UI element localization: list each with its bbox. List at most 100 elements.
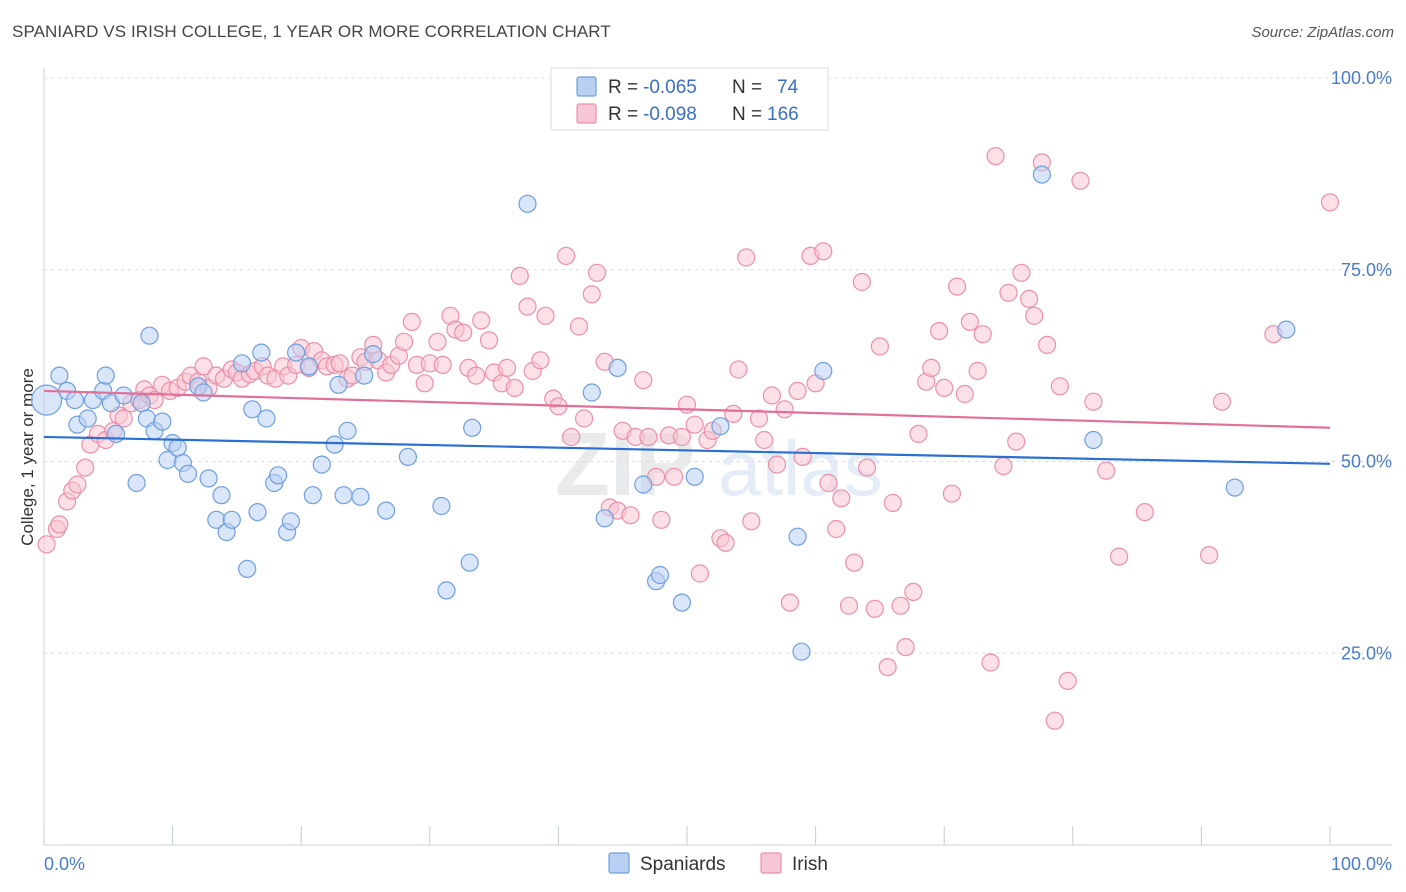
point-spaniards-13 (132, 394, 151, 413)
point-spaniards-61 (634, 475, 653, 494)
point-irish-140 (942, 484, 962, 503)
chart-source: Source: ZipAtlas.com (1251, 24, 1394, 41)
point-irish-165 (1212, 392, 1232, 411)
point-spaniards-17 (153, 412, 172, 431)
point-spaniards-35 (257, 409, 276, 428)
point-irish-97 (664, 467, 684, 486)
bottom-legend-label-spaniards: Spaniards (640, 854, 726, 875)
point-irish-145 (973, 325, 992, 344)
point-irish-82 (569, 317, 589, 336)
x-tick-label-max: 100.0% (1331, 854, 1392, 874)
point-irish-12 (114, 409, 133, 428)
point-spaniards-47 (338, 421, 357, 440)
point-spaniards-57 (518, 194, 537, 213)
point-spaniards-72 (1225, 478, 1244, 497)
bottom-legend-swatch-spaniards (608, 852, 630, 874)
point-irish-120 (814, 242, 833, 261)
point-irish-146 (981, 653, 1000, 672)
trend-line-irish (43, 389, 1331, 429)
point-spaniards-40 (287, 343, 306, 362)
point-irish-133 (896, 637, 915, 657)
point-irish-150 (1007, 432, 1026, 451)
point-spaniards-1 (50, 366, 69, 385)
point-irish-122 (827, 519, 846, 539)
point-irish-131 (883, 493, 902, 512)
point-irish-93 (639, 427, 658, 447)
point-spaniards-50 (364, 345, 383, 364)
point-spaniards-30 (232, 354, 252, 373)
chart-title: SPANIARD VS IRISH COLLEGE, 1 YEAR OR MOR… (12, 22, 611, 41)
point-spaniards-39 (281, 512, 300, 531)
point-irish-130 (878, 657, 897, 677)
point-irish-92 (634, 371, 653, 390)
point-irish-98 (672, 427, 692, 447)
point-irish-139 (935, 378, 954, 397)
point-irish-84 (582, 285, 601, 304)
point-irish-123 (832, 489, 851, 508)
correlation-legend: R = -0.065 N = 74 R = -0.098 N = 166 (550, 67, 829, 131)
point-irish-117 (793, 447, 812, 466)
point-irish-107 (729, 360, 748, 379)
point-irish-83 (574, 409, 594, 428)
point-spaniards-41 (299, 357, 318, 376)
point-spaniards-10 (106, 424, 126, 443)
point-irish-114 (775, 400, 794, 419)
point-irish-58 (415, 374, 434, 393)
bottom-legend-label-irish: Irish (792, 854, 828, 875)
point-irish-76 (531, 351, 550, 370)
point-spaniards-51 (377, 501, 396, 520)
trend-line-spaniards (43, 435, 1331, 465)
legend-n-label-irish: N = (732, 104, 762, 125)
y-tick-label-50: 50.0% (1341, 452, 1392, 472)
point-irish-74 (518, 297, 537, 316)
point-irish-115 (780, 593, 800, 612)
point-spaniards-5 (78, 409, 97, 428)
point-irish-127 (857, 458, 877, 477)
point-irish-153 (1025, 306, 1044, 325)
series-spaniards-points (30, 165, 1296, 661)
point-irish-163 (1135, 502, 1154, 522)
point-irish-5 (68, 475, 87, 494)
point-irish-24 (194, 357, 213, 376)
legend-n-label-spaniards: N = (732, 77, 762, 98)
point-spaniards-60 (608, 358, 627, 377)
point-irish-144 (968, 361, 987, 381)
point-irish-6 (76, 458, 95, 477)
legend-swatch-irish (576, 103, 597, 124)
legend-r-value-irish: -0.098 (643, 104, 697, 125)
point-irish-162 (1109, 547, 1129, 566)
point-irish-68 (479, 331, 499, 350)
point-irish-128 (865, 599, 884, 618)
point-spaniards-70 (1032, 165, 1052, 184)
point-irish-126 (852, 272, 872, 292)
point-spaniards-59 (595, 509, 614, 528)
point-irish-85 (587, 263, 607, 282)
point-irish-0 (37, 535, 56, 554)
point-irish-159 (1071, 171, 1090, 190)
point-irish-72 (505, 378, 524, 397)
point-spaniards-66 (711, 417, 730, 436)
x-tick-label-min: 0.0% (44, 854, 85, 874)
point-irish-73 (510, 266, 529, 285)
legend-n-value-spaniards: 74 (777, 77, 799, 98)
point-spaniards-34 (252, 343, 271, 362)
point-irish-138 (929, 322, 949, 341)
point-spaniards-64 (672, 593, 692, 612)
point-irish-105 (716, 533, 735, 552)
point-irish-2 (50, 515, 69, 534)
point-irish-45 (330, 354, 349, 373)
legend-box (550, 67, 829, 131)
point-irish-137 (922, 358, 941, 377)
point-spaniards-37 (269, 466, 288, 485)
point-spaniards-33 (248, 502, 267, 522)
point-irish-158 (1058, 671, 1077, 691)
point-irish-132 (891, 596, 910, 615)
point-irish-64 (454, 323, 473, 342)
point-spaniards-54 (437, 581, 456, 600)
point-spaniards-68 (792, 642, 811, 661)
point-spaniards-22 (178, 464, 198, 483)
point-irish-77 (536, 306, 555, 325)
point-irish-125 (845, 553, 864, 572)
point-irish-143 (960, 312, 980, 331)
point-irish-160 (1084, 392, 1103, 411)
